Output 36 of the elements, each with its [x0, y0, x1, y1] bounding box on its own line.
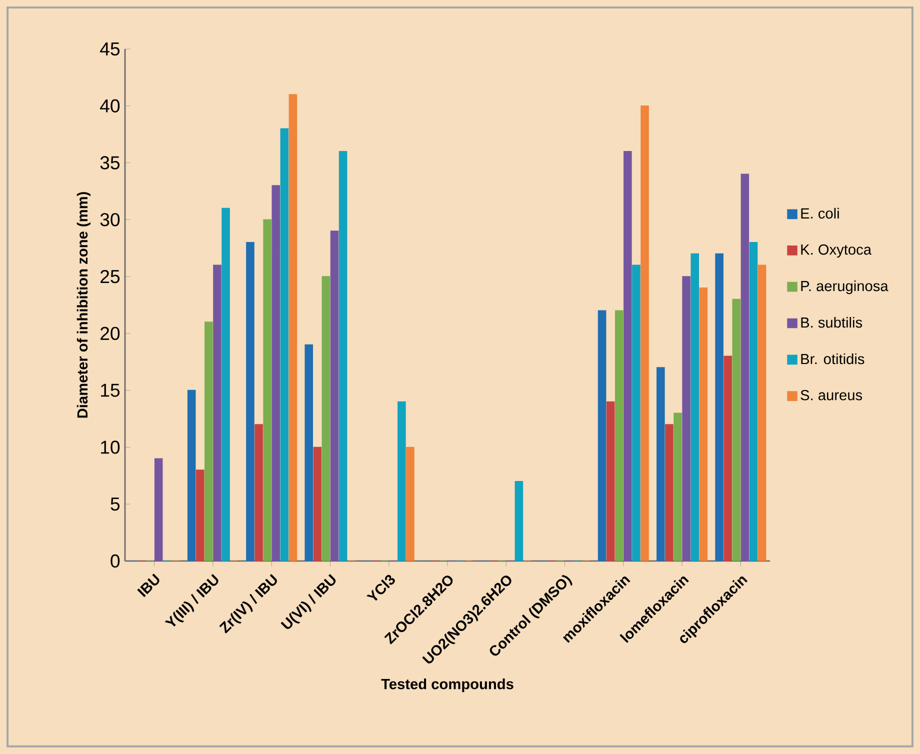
x-tick-label: IBU [137, 574, 160, 598]
legend-label: Br. otitidis [801, 353, 864, 364]
bar [288, 94, 298, 561]
legend-label: E. coli [801, 208, 839, 219]
bar [187, 390, 196, 561]
bar [732, 298, 741, 561]
y-axis-title: Diameter of inhibition zone (mm) [76, 192, 90, 418]
bar [715, 253, 724, 561]
bar [656, 367, 665, 561]
x-axis-title: Tested compounds [381, 678, 514, 692]
bar [322, 276, 330, 561]
y-tick-label: 5 [110, 498, 120, 511]
y-tick-label: 45 [100, 42, 120, 56]
bar [304, 344, 313, 561]
y-tick-label: 0 [110, 554, 120, 568]
bar [614, 310, 624, 561]
legend-label: S. aureus [800, 390, 862, 400]
y-tick-label: 35 [100, 156, 120, 170]
bar [406, 446, 414, 561]
bar [640, 105, 649, 561]
y-tick-label: 10 [101, 440, 120, 454]
bar [699, 288, 708, 561]
y-tick-label: 20 [100, 326, 120, 340]
y-tick-label: 30 [100, 213, 120, 226]
bar [598, 310, 606, 561]
legend-label: B. subtilis [801, 316, 862, 328]
bar [204, 322, 213, 561]
y-tick-label: 40 [100, 99, 120, 112]
bar [758, 264, 766, 561]
legend-label: P. aeruginosa [801, 280, 888, 294]
legend-label: K. Oxytoca [801, 244, 872, 258]
y-tick-label: 25 [100, 270, 120, 284]
bar [246, 242, 254, 561]
bar [674, 412, 682, 561]
y-tick-label: 15 [101, 384, 120, 397]
bar [263, 219, 272, 561]
